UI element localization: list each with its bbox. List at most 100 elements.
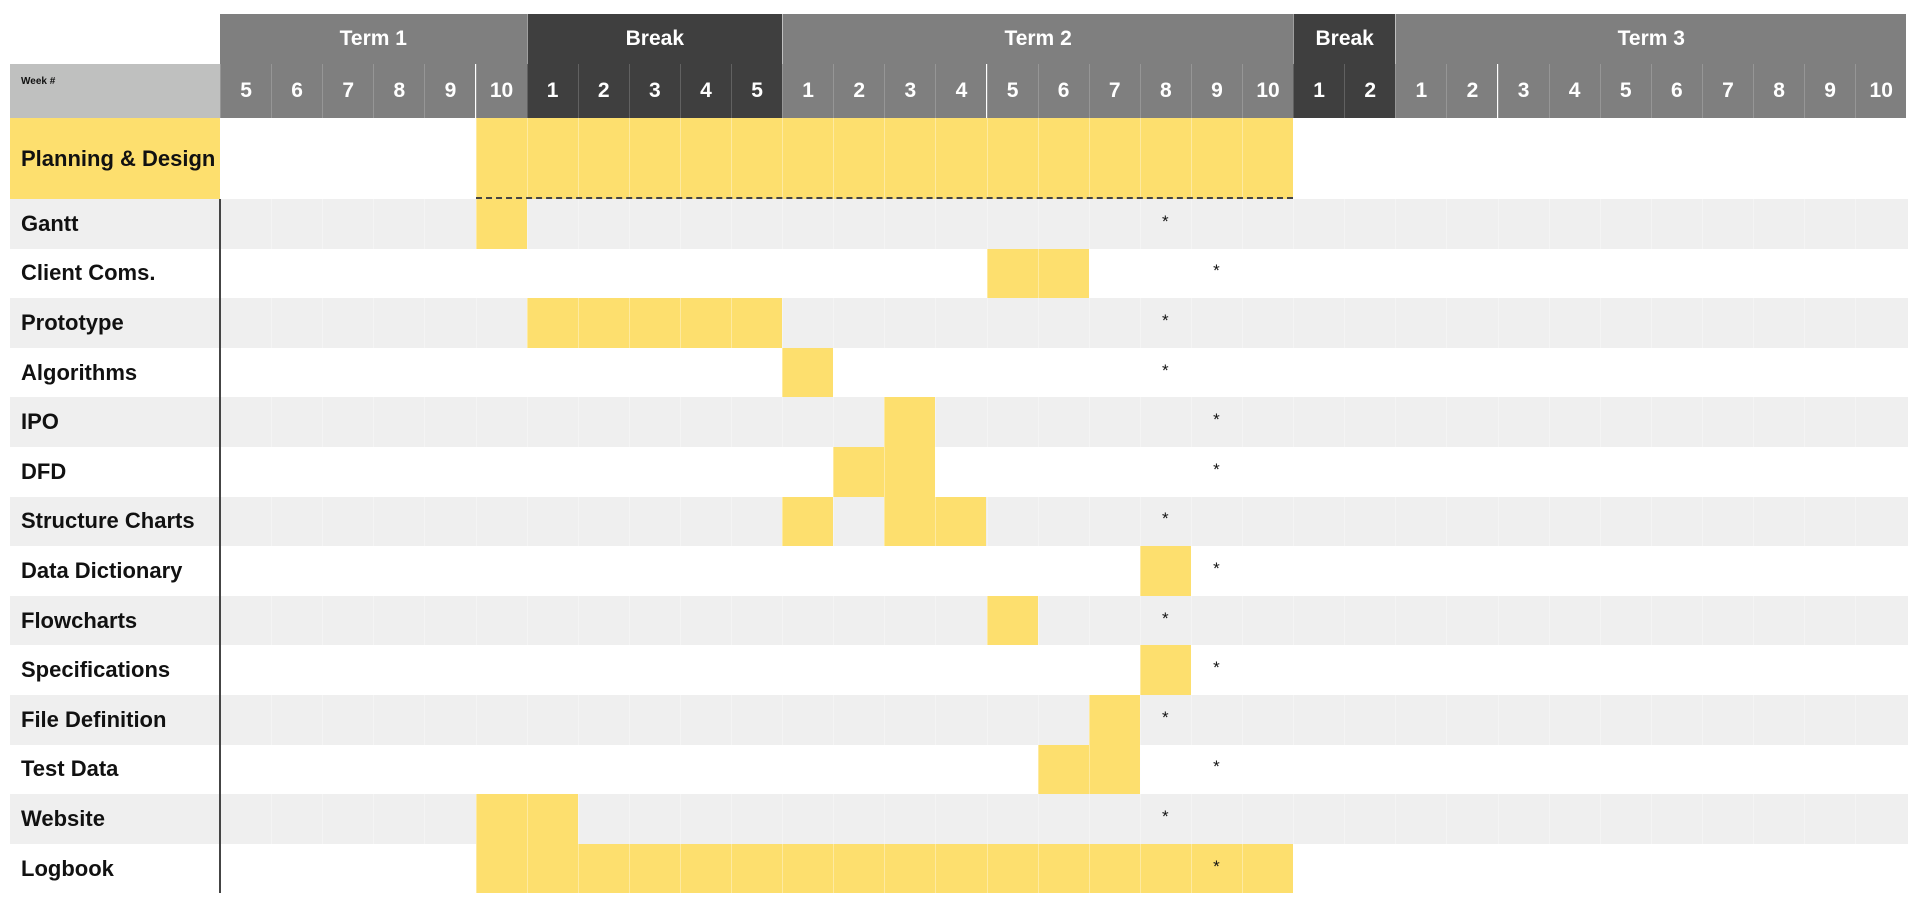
week-number: 8 bbox=[1139, 64, 1191, 118]
grid-line bbox=[322, 118, 324, 894]
grid-line bbox=[986, 118, 988, 894]
week-number-label: Week # bbox=[10, 64, 220, 118]
week-number: 6 bbox=[271, 64, 323, 118]
task-row bbox=[10, 794, 1908, 844]
week-number: 4 bbox=[679, 64, 731, 118]
milestone-star: * bbox=[1213, 261, 1220, 281]
week-number: 1 bbox=[1293, 64, 1345, 118]
grid-line bbox=[1139, 118, 1141, 894]
task-bar bbox=[884, 397, 936, 447]
grid-line bbox=[1395, 118, 1397, 894]
grid-line bbox=[1344, 118, 1346, 894]
grid-line bbox=[1548, 118, 1550, 894]
task-row bbox=[10, 199, 1908, 249]
task-row bbox=[10, 298, 1908, 348]
grid-line bbox=[1293, 118, 1295, 894]
grid-line bbox=[1242, 118, 1243, 894]
week-number: 3 bbox=[884, 64, 936, 118]
task-row bbox=[10, 397, 1908, 447]
week-number: 5 bbox=[731, 64, 783, 118]
week-number: 7 bbox=[322, 64, 374, 118]
milestone-star: * bbox=[1161, 311, 1169, 330]
week-number: 6 bbox=[1650, 64, 1702, 118]
milestone-star: * bbox=[1161, 608, 1169, 628]
week-number: 2 bbox=[1344, 64, 1396, 118]
grid-line bbox=[884, 118, 886, 894]
milestone-star: * bbox=[1161, 509, 1169, 529]
week-number: 7 bbox=[1088, 64, 1140, 118]
grid-line bbox=[935, 118, 937, 894]
task-row bbox=[10, 645, 1908, 695]
task-bar bbox=[526, 298, 783, 348]
milestone-star: * bbox=[1161, 211, 1169, 231]
grid-line bbox=[1088, 118, 1090, 894]
task-row bbox=[10, 248, 1908, 299]
task-bar bbox=[475, 794, 578, 844]
task-label: Client Coms. bbox=[21, 260, 156, 286]
task-bar bbox=[1088, 695, 1140, 745]
week-number: 10 bbox=[475, 64, 527, 118]
grid-line bbox=[1701, 118, 1703, 894]
milestone-star: * bbox=[1213, 658, 1220, 678]
task-label: Gantt bbox=[21, 210, 79, 236]
task-label: Data Dictionary bbox=[21, 557, 183, 583]
grid-line bbox=[679, 118, 681, 894]
week-number: 1 bbox=[782, 64, 834, 118]
week-number: 10 bbox=[1242, 64, 1294, 118]
grid-line bbox=[628, 118, 630, 894]
task-label: Test Data bbox=[21, 756, 119, 782]
task-bar bbox=[833, 447, 936, 497]
task-bar bbox=[1139, 546, 1191, 596]
milestone-star: * bbox=[1213, 559, 1220, 578]
grid-line bbox=[1446, 118, 1448, 894]
week-number: 2 bbox=[1446, 64, 1498, 118]
week-number: 9 bbox=[1190, 64, 1242, 118]
milestone-star: * bbox=[1213, 410, 1220, 430]
task-bar bbox=[986, 248, 1089, 299]
grid-line bbox=[833, 118, 835, 894]
task-bar bbox=[884, 496, 987, 547]
week-number: 5 bbox=[1599, 64, 1651, 118]
task-bar bbox=[986, 595, 1038, 646]
task-label: Planning & Design bbox=[10, 118, 220, 199]
summary-dashed-line bbox=[475, 197, 1294, 199]
task-label: Specifications bbox=[21, 657, 171, 683]
grid-line bbox=[271, 118, 273, 894]
week-number: 8 bbox=[1753, 64, 1805, 118]
task-label: File Definition bbox=[21, 706, 167, 732]
task-bar bbox=[475, 118, 1294, 199]
grid-line bbox=[731, 118, 732, 894]
task-label: Algorithms bbox=[21, 359, 138, 385]
period-header-1: Break bbox=[526, 14, 783, 64]
task-row bbox=[10, 546, 1908, 596]
grid-line bbox=[1599, 118, 1601, 894]
task-row bbox=[10, 347, 1908, 398]
grid-line bbox=[424, 118, 426, 894]
grid-line bbox=[475, 118, 477, 894]
task-bar bbox=[1037, 744, 1140, 795]
milestone-star: * bbox=[1161, 807, 1169, 826]
grid-line bbox=[1037, 118, 1039, 894]
milestone-star: * bbox=[1213, 459, 1220, 479]
milestone-star: * bbox=[1161, 707, 1169, 727]
milestone-star: * bbox=[1161, 360, 1169, 380]
week-number: 10 bbox=[1855, 64, 1907, 118]
task-bar bbox=[1139, 645, 1191, 695]
task-row bbox=[10, 744, 1908, 795]
task-label: Flowcharts bbox=[21, 607, 138, 633]
task-row bbox=[10, 447, 1908, 497]
grid-line bbox=[1190, 118, 1192, 894]
period-header-0: Term 1 bbox=[220, 14, 527, 64]
task-label: DFD bbox=[21, 458, 67, 484]
week-number: 5 bbox=[986, 64, 1038, 118]
task-bar bbox=[475, 199, 527, 249]
milestone-star: * bbox=[1213, 856, 1220, 876]
week-number: 3 bbox=[628, 64, 680, 118]
task-row bbox=[10, 595, 1908, 646]
task-label: Website bbox=[21, 805, 105, 831]
period-header-2: Term 2 bbox=[782, 14, 1294, 64]
week-number: 2 bbox=[577, 64, 629, 118]
grid-line bbox=[526, 118, 528, 894]
task-label: Prototype bbox=[21, 309, 124, 335]
week-number: 9 bbox=[1804, 64, 1856, 118]
